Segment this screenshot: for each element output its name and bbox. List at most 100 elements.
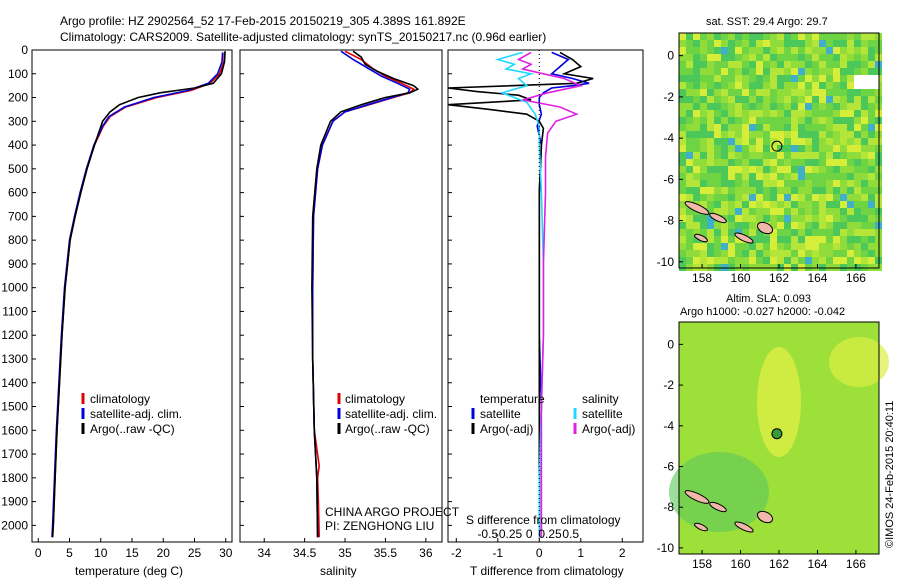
sst-cell xyxy=(868,124,875,131)
sst-cell xyxy=(784,250,791,257)
sst-cell xyxy=(721,40,728,47)
sst-cell xyxy=(721,159,728,166)
sst-cell xyxy=(805,229,812,236)
temperature-legend: climatology satellite-adj. clim. Argo(..… xyxy=(81,392,182,436)
sst-cell xyxy=(833,75,840,82)
sst-cell xyxy=(847,47,854,54)
island xyxy=(756,510,774,524)
sst-cell xyxy=(700,40,707,47)
sst-cell xyxy=(798,131,805,138)
sst-cell xyxy=(714,257,721,264)
sst-cell xyxy=(721,222,728,229)
sst-cell xyxy=(784,110,791,117)
sst-cell xyxy=(714,89,721,96)
sst-cell xyxy=(693,110,700,117)
series-line-0 xyxy=(536,51,590,538)
sst-cell xyxy=(840,138,847,145)
sst-cell xyxy=(784,173,791,180)
sst-cell xyxy=(700,180,707,187)
sst-cell xyxy=(693,47,700,54)
sst-cell xyxy=(784,229,791,236)
sst-cell xyxy=(707,208,714,215)
sst-cell xyxy=(700,152,707,159)
depth-tick-label: 1100 xyxy=(2,304,28,318)
sst-cell xyxy=(728,47,735,54)
sst-cell xyxy=(770,250,777,257)
sst-cell xyxy=(812,117,819,124)
sst-cell xyxy=(812,194,819,201)
lon-tick-label: 158 xyxy=(692,557,712,571)
island xyxy=(734,232,754,244)
sst-cell xyxy=(686,75,693,82)
sst-cell xyxy=(798,173,805,180)
sst-cell xyxy=(791,159,798,166)
sst-cell xyxy=(679,243,686,250)
island xyxy=(709,212,727,224)
sst-cell xyxy=(679,75,686,82)
sst-cell xyxy=(735,89,742,96)
sst-cell xyxy=(756,215,763,222)
sst-cell xyxy=(742,208,749,215)
depth-tick-label: 800 xyxy=(8,233,28,247)
sst-cell xyxy=(833,152,840,159)
sst-cell xyxy=(721,82,728,89)
sst-cell xyxy=(812,222,819,229)
sst-cell xyxy=(742,103,749,110)
sst-cell xyxy=(686,54,693,61)
sst-cell xyxy=(805,110,812,117)
sst-cell xyxy=(770,236,777,243)
sst-cell xyxy=(749,54,756,61)
sst-cell xyxy=(819,82,826,89)
sst-cell xyxy=(819,75,826,82)
sst-cell xyxy=(700,166,707,173)
depth-tick-label: 2000 xyxy=(1,518,28,532)
sst-cell xyxy=(777,47,784,54)
sst-cell xyxy=(749,152,756,159)
sst-cell xyxy=(742,33,749,40)
sst-cell xyxy=(686,89,693,96)
sst-cell xyxy=(854,201,861,208)
sst-cell xyxy=(861,159,868,166)
sst-cell xyxy=(840,236,847,243)
sst-cell xyxy=(686,145,693,152)
sst-cell xyxy=(742,166,749,173)
sst-cell xyxy=(798,250,805,257)
sst-cell xyxy=(707,215,714,222)
sst-cell xyxy=(679,257,686,264)
sst-cell xyxy=(714,250,721,257)
sst-cell xyxy=(686,110,693,117)
sst-cell xyxy=(700,82,707,89)
sst-cell xyxy=(693,54,700,61)
sst-cell xyxy=(861,222,868,229)
sst-cell xyxy=(854,103,861,110)
sst-cell xyxy=(784,40,791,47)
sst-cell xyxy=(686,208,693,215)
sst-cell xyxy=(721,257,728,264)
sst-cell xyxy=(686,173,693,180)
missing-data-patch xyxy=(854,75,879,89)
sst-cell xyxy=(847,229,854,236)
x-tick-label: -1 xyxy=(492,546,503,560)
sst-cell xyxy=(728,124,735,131)
sst-cell xyxy=(700,145,707,152)
sst-cell xyxy=(798,54,805,61)
sst-cell xyxy=(819,145,826,152)
depth-tick-label: 0 xyxy=(21,43,28,57)
sst-cell xyxy=(812,166,819,173)
sst-cell xyxy=(791,40,798,47)
sst-cell xyxy=(812,152,819,159)
lat-tick-label: 0 xyxy=(667,337,674,351)
sst-cell xyxy=(805,145,812,152)
sst-cell xyxy=(770,257,777,264)
float-location-marker xyxy=(771,428,783,440)
sst-cell xyxy=(826,96,833,103)
sst-cell xyxy=(791,75,798,82)
sst-cell xyxy=(868,201,875,208)
sst-cell xyxy=(777,173,784,180)
depth-axis: 0 100 200 300 400 500 600 700 800 900 1000 1100 1200… xyxy=(1,43,452,532)
sst-cell xyxy=(749,110,756,117)
sst-cell xyxy=(833,110,840,117)
sst-cell xyxy=(756,54,763,61)
sst-cell xyxy=(763,40,770,47)
sst-cell xyxy=(693,138,700,145)
